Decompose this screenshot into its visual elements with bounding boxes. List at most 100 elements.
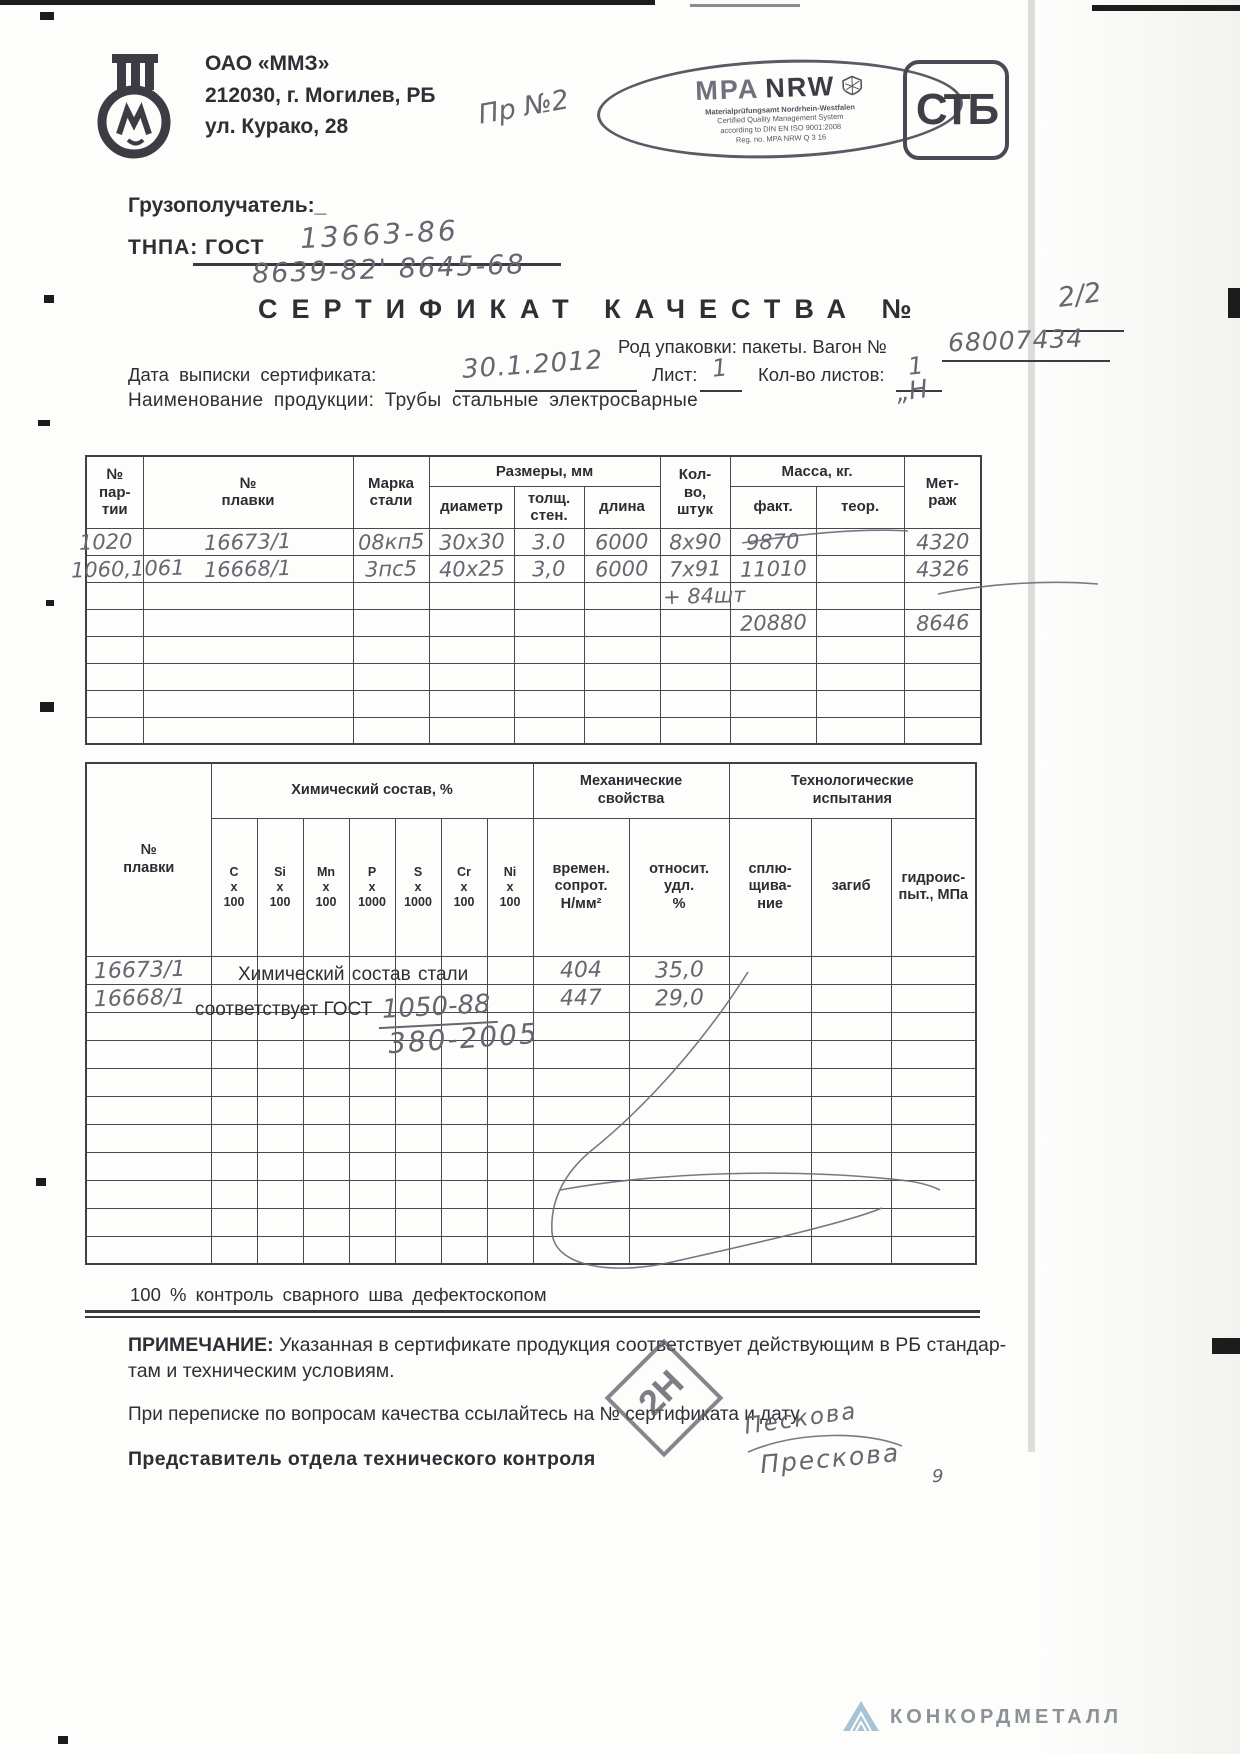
table-cell: [815, 716, 905, 745]
table-cell: [810, 955, 892, 985]
table-cell: 16673/1: [142, 527, 354, 556]
certificate-number-handwritten: 2/2: [1056, 277, 1104, 314]
table-cell: 16668/1: [142, 554, 354, 583]
table-cell: 08кп5: [352, 527, 430, 556]
table-cell: [302, 1235, 350, 1265]
handwritten-value: 404: [559, 956, 603, 984]
chem-note-printed-1: Химический состав стали: [238, 964, 469, 985]
table-cell: [440, 1095, 488, 1125]
col-header-tech-group: Технологические испытания: [728, 762, 977, 819]
table-cell: 35,0: [628, 955, 730, 985]
table-cell: [348, 1179, 396, 1209]
table-cell: [352, 581, 430, 610]
correspondence-note: При переписке по вопросам качества ссыла…: [128, 1404, 804, 1425]
table-cell: [728, 1235, 812, 1265]
footer-rule-2: [85, 1316, 980, 1318]
handwritten-value: 16673/1: [204, 528, 292, 555]
table-cell: [210, 1067, 258, 1097]
table-cell: [628, 1179, 730, 1209]
handwritten-value: 40х25: [438, 555, 505, 582]
table-cell: [302, 1039, 350, 1069]
table-cell: [810, 983, 892, 1013]
col-header-hydro: гидроис- пыт., МПа: [890, 817, 977, 957]
handwritten-value: 16668/1: [204, 555, 292, 582]
scan-artifact: [0, 0, 655, 5]
table-cell: [810, 1067, 892, 1097]
handwritten-value: 6000: [594, 555, 650, 582]
table-cell: [810, 1039, 892, 1069]
handwritten-value: 447: [559, 984, 603, 1012]
col-header-mass-group: Масса, кг.: [729, 455, 905, 487]
table-row: [85, 689, 982, 718]
table-cell: 4326: [903, 554, 982, 583]
table-cell: [394, 1067, 442, 1097]
table-cell: [394, 1039, 442, 1069]
table-cell: [728, 983, 812, 1013]
table-cell: [256, 1095, 304, 1125]
table-cell: [532, 1235, 630, 1265]
table-cell: [256, 1151, 304, 1181]
col-header-qty: Кол- во, штук: [659, 455, 731, 529]
table-cell: [428, 662, 515, 691]
table-cell: [890, 1207, 977, 1237]
table-cell: [815, 554, 905, 583]
table-cell: [394, 955, 442, 985]
table-cell: [628, 1151, 730, 1181]
col-header-mn: Mn x 100: [302, 817, 350, 957]
stb-logo-text: СТБ: [915, 85, 999, 134]
table-cell: [729, 662, 817, 691]
scan-artifact: [46, 600, 54, 606]
table-row: [85, 1235, 977, 1265]
handwritten-doc-note: Пр №2: [476, 84, 572, 131]
tnpa-handwritten-1: 13663-86: [299, 213, 460, 256]
col-header-chem-group: Химический состав, %: [210, 762, 534, 819]
certificate-title: СЕРТИФИКАТ КАЧЕСТВА №: [258, 294, 926, 324]
mpa-title-part2: NRW: [764, 70, 836, 103]
handwritten-value: 3,0: [531, 556, 567, 581]
remark-text: Указанная в сертификате продукция соотве…: [128, 1334, 1007, 1383]
col-header-length: длина: [583, 485, 661, 529]
table-cell: [890, 955, 977, 985]
wagon-number-handwritten: 68007434: [947, 323, 1084, 358]
table-cell: [85, 689, 144, 718]
table-cell: [352, 662, 430, 691]
table-cell: [583, 662, 661, 691]
table-cell: [142, 689, 354, 718]
table-cell: [440, 1151, 488, 1181]
col-header-theor: теор.: [815, 485, 905, 529]
handwritten-value: 1020: [78, 528, 133, 555]
products-table: № пар- тии № плавки Марка стали Размеры,…: [71, 455, 983, 745]
table-cell: [440, 1179, 488, 1209]
handwritten-value: 3пс5: [364, 555, 418, 582]
table-cell: [394, 1011, 442, 1041]
sheet-label: Лист:: [652, 364, 698, 385]
table-cell: [810, 1095, 892, 1125]
table-cell: 16673/1: [85, 955, 212, 985]
table-cell: [890, 1011, 977, 1041]
table-cell: [628, 1207, 730, 1237]
sheet-number-handwritten: 1: [710, 353, 729, 383]
stb-logo: СТБ: [903, 60, 1009, 160]
table-cell: 1060,1061: [71, 554, 185, 583]
table-cell: [85, 716, 144, 745]
scan-artifact: [1028, 0, 1035, 1452]
certificate-number-underline: [1046, 330, 1124, 332]
table-row: 16673/1 404 35,0: [85, 955, 977, 985]
table-cell: [513, 662, 585, 691]
table-cell: 29,0: [628, 983, 730, 1013]
company-address-line2: ул. Курако, 28: [205, 115, 349, 138]
table-cell: [85, 608, 144, 637]
table-cell: [532, 1095, 630, 1125]
table-cell: 9870: [729, 527, 817, 556]
handwritten-value: 16673/1: [93, 956, 186, 984]
table-cell: [815, 527, 905, 556]
table-cell: [440, 1235, 488, 1265]
table-row: [85, 1207, 977, 1237]
table-row: [85, 635, 982, 664]
table-cell: [628, 1011, 730, 1041]
table-cell: [513, 581, 585, 610]
company-block: ОАО «ММЗ» 212030, г. Могилев, РБ ул. Кур…: [205, 48, 435, 143]
col-header-si: Si x 100: [256, 817, 304, 957]
table-cell: [810, 1207, 892, 1237]
remark-label: ПРИМЕЧАНИЕ:: [128, 1334, 274, 1356]
